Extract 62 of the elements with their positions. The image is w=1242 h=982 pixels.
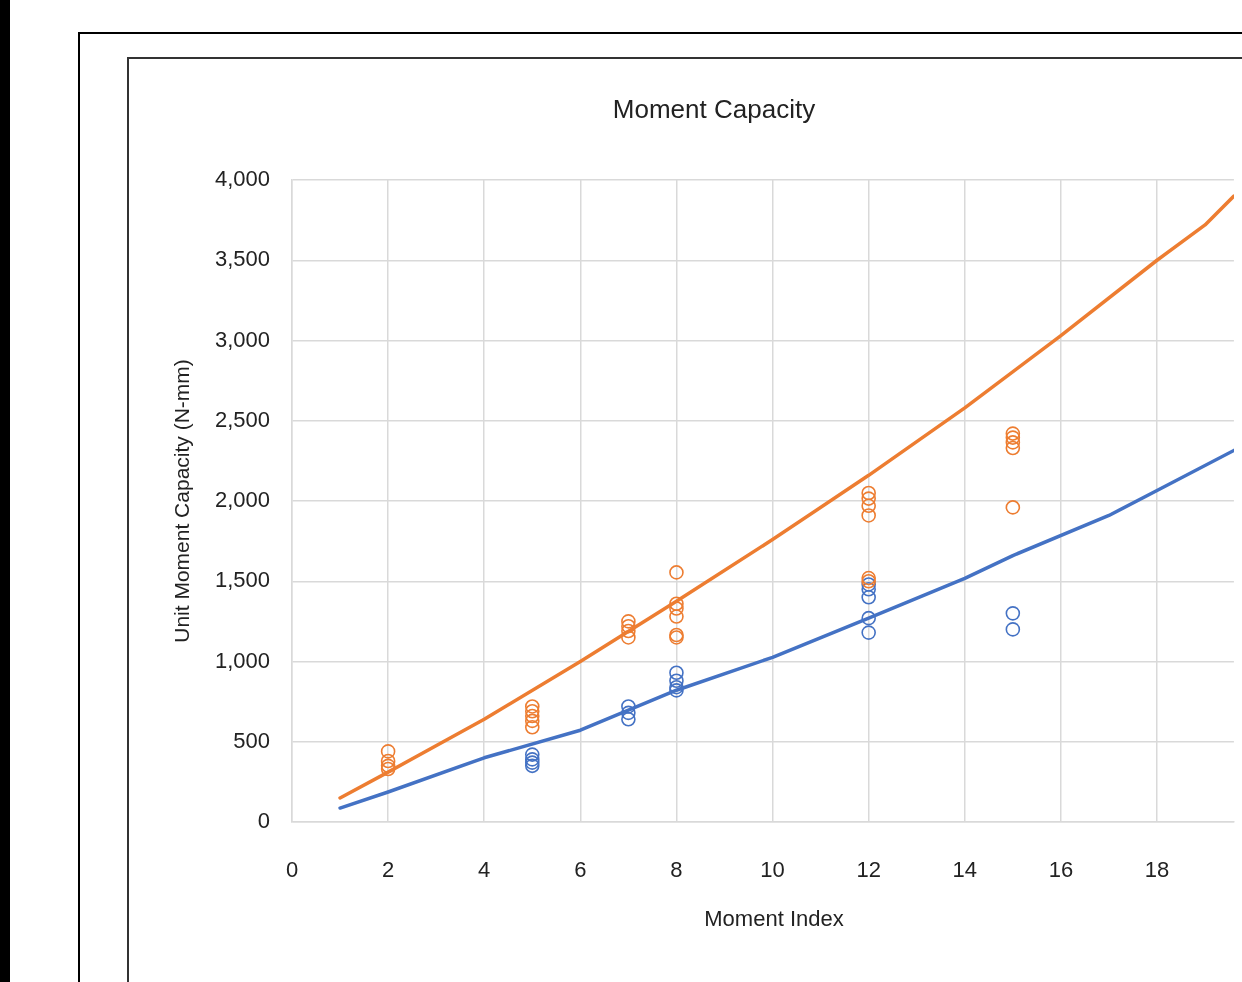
- point: [380, 753, 396, 769]
- point: [669, 673, 684, 689]
- point: [861, 485, 876, 501]
- point: [861, 498, 876, 514]
- point: [1005, 426, 1021, 441]
- point: [621, 711, 636, 727]
- point: [524, 758, 540, 774]
- point: [380, 744, 396, 759]
- x-tick-label: 4: [478, 857, 491, 883]
- point: [861, 491, 876, 506]
- point: [669, 565, 684, 580]
- point: [621, 618, 636, 634]
- point: [1005, 500, 1021, 515]
- y-tick-label: 0: [257, 808, 270, 834]
- point: [1005, 430, 1021, 445]
- point: [621, 705, 636, 721]
- y-tick-label: 1,500: [214, 567, 270, 593]
- x-tick-label: 6: [574, 857, 587, 883]
- x-tick-label: 2: [381, 857, 395, 883]
- y-tick-label: 2,500: [214, 406, 270, 432]
- x-tick-label: 16: [1048, 857, 1074, 883]
- x-tick-label: 12: [856, 857, 881, 883]
- point: [861, 581, 876, 597]
- point: [861, 625, 876, 640]
- x-tick-label: 8: [670, 857, 683, 883]
- point: [621, 630, 636, 645]
- point: [1005, 606, 1021, 621]
- x-axis-title: Moment Index: [704, 906, 844, 932]
- y-tick-label: 3,500: [214, 246, 270, 272]
- point: [524, 703, 540, 719]
- y-axis-title: Unit Moment Capacity (N-mm): [169, 359, 193, 643]
- point: [524, 699, 540, 714]
- point: [861, 590, 876, 605]
- y-tick-label: 1,000: [214, 647, 270, 673]
- point: [524, 720, 540, 735]
- x-tick-label: 0: [285, 857, 299, 883]
- chart-title: Moment Capacity: [612, 94, 816, 125]
- point: [861, 577, 876, 592]
- point: [621, 699, 636, 714]
- point: [1005, 435, 1021, 450]
- x-tick-label: 18: [1144, 857, 1170, 883]
- y-tick-label: 500: [233, 727, 270, 753]
- y-tick-label: 2,000: [214, 487, 270, 513]
- point: [669, 683, 684, 698]
- point: [861, 508, 876, 523]
- point: [524, 708, 540, 724]
- point: [524, 713, 540, 729]
- point: [669, 601, 684, 616]
- point: [669, 679, 684, 695]
- point: [1005, 440, 1021, 456]
- point: [669, 609, 684, 624]
- x-tick-label: 10: [760, 857, 785, 883]
- x-tick-label: 14: [952, 857, 978, 883]
- point: [669, 596, 684, 612]
- point: [621, 623, 636, 639]
- point: [524, 747, 540, 762]
- point: [1005, 622, 1021, 637]
- point: [669, 665, 684, 681]
- point: [621, 614, 636, 629]
- y-tick-label: 4,000: [214, 166, 270, 192]
- point: [861, 610, 876, 626]
- y-tick-label: 3,000: [214, 326, 270, 352]
